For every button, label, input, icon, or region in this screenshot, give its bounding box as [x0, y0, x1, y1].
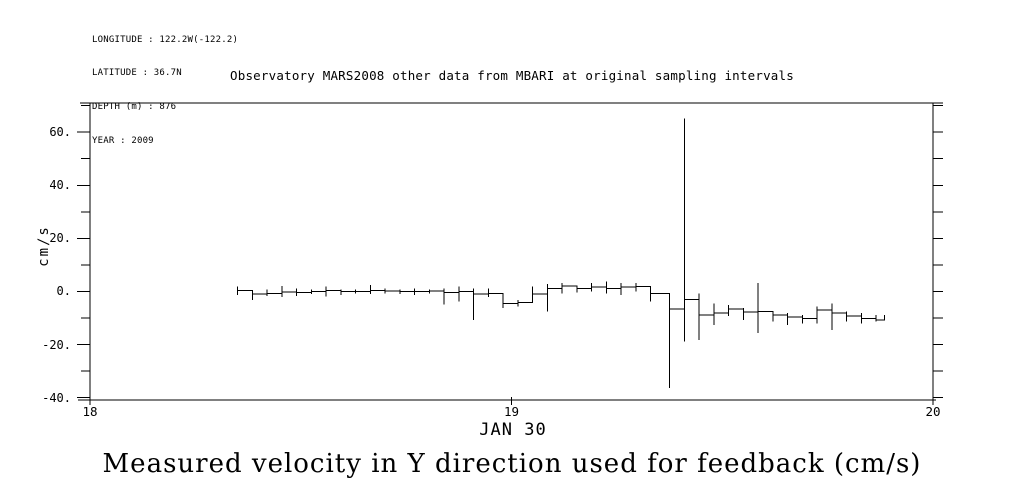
metadata-longitude: LONGITUDE : 122.2W(-122.2)	[92, 34, 239, 45]
y-tick-label: -20.	[42, 337, 71, 352]
metadata-depth: DEPTH (m) : 876	[92, 102, 177, 113]
data-line	[237, 285, 885, 321]
figure-caption: Measured velocity in Y direction used fo…	[102, 449, 922, 479]
x-tick-label: 18	[82, 404, 98, 419]
y-tick-label: -40.	[42, 390, 71, 405]
chart-title: Observatory MARS2008 other data from MBA…	[230, 68, 794, 83]
x-axis-label: JAN 30	[479, 420, 547, 440]
metadata-year: YEAR : 2009	[92, 136, 154, 147]
y-tick-label: 20.	[49, 231, 71, 246]
y-tick-label: 0.	[56, 284, 71, 299]
y-tick-label: 40.	[49, 178, 71, 193]
x-tick-label: 19	[503, 404, 520, 419]
x-tick-label: 20	[925, 404, 941, 419]
metadata-latitude: LATITUDE : 36.7N	[92, 68, 182, 79]
metadata-block: LONGITUDE : 122.2W(-122.2) LATITUDE : 36…	[92, 12, 238, 170]
y-tick-label: 60.	[49, 125, 71, 140]
